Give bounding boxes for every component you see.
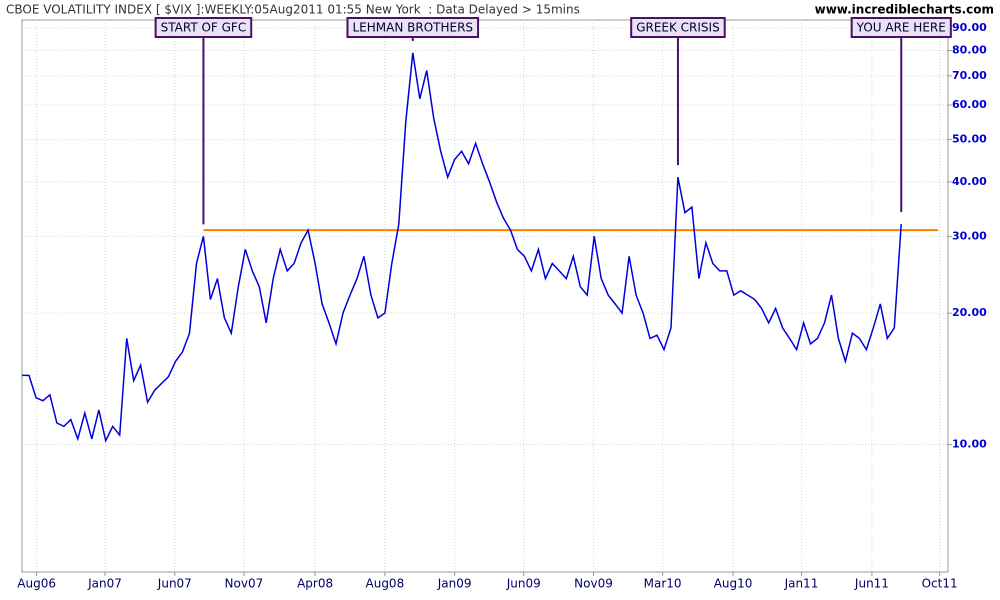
y-tick-label: 50.00 (952, 133, 987, 146)
annotation-box (346, 17, 480, 38)
y-tick-label: 30.00 (952, 229, 987, 242)
annotation-box (154, 17, 253, 38)
x-tick-label: Nov09 (574, 577, 613, 591)
x-tick-label: Aug06 (17, 577, 56, 591)
y-tick-label: 20.00 (952, 306, 987, 319)
x-tick-label: Oct11 (922, 577, 958, 591)
x-tick-label: Jun09 (506, 577, 541, 591)
x-tick-label: Nov07 (225, 577, 264, 591)
annotation-box (850, 17, 952, 38)
series-line (22, 52, 902, 443)
y-tick-label: 60.00 (952, 98, 987, 111)
y-tick-label: 80.00 (952, 44, 987, 57)
annotation-label: GREEK CRISIS (636, 21, 720, 35)
plot-frame (21, 19, 949, 573)
x-tick-label: Jun11 (854, 577, 889, 591)
source: www.incrediblecharts.com (815, 3, 994, 17)
x-tick-label: Mar10 (644, 577, 682, 591)
x-tick-label: Apr08 (297, 577, 333, 591)
x-tick-label: Jun07 (157, 577, 192, 591)
y-tick-label: 10.00 (952, 437, 987, 450)
y-tick-label: 70.00 (952, 69, 987, 82)
x-tick-label: Jan07 (87, 577, 122, 591)
y-tick-label: 90.00 (952, 21, 987, 34)
annotation-label: LEHMAN BROTHERS (352, 21, 473, 35)
annotation-label: START OF GFC (161, 21, 247, 35)
annotation-label: YOU ARE HERE (856, 21, 946, 35)
annotation-box (630, 17, 726, 38)
x-tick-label: Aug10 (714, 577, 753, 591)
chart-title: CBOE VOLATILITY INDEX [ $VIX ]:WEEKLY:05… (6, 3, 580, 17)
y-tick-label: 40.00 (952, 175, 987, 188)
x-tick-label: Aug08 (366, 577, 405, 591)
x-tick-label: Jan11 (784, 577, 819, 591)
x-tick-label: Jan09 (437, 577, 472, 591)
